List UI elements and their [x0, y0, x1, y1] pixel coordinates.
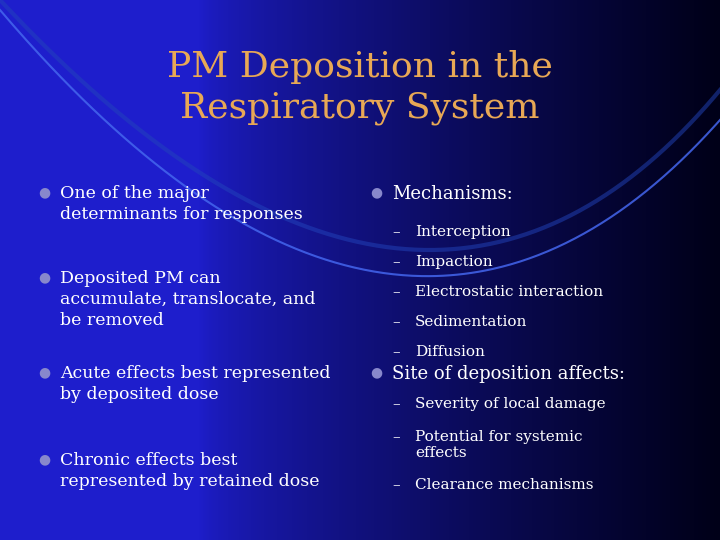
Text: ●: ●	[38, 185, 50, 199]
Text: –: –	[392, 478, 400, 492]
Text: Impaction: Impaction	[415, 255, 492, 269]
Text: Severity of local damage: Severity of local damage	[415, 397, 606, 411]
Text: Interception: Interception	[415, 225, 510, 239]
Text: Acute effects best represented
by deposited dose: Acute effects best represented by deposi…	[60, 365, 330, 403]
Text: Mechanisms:: Mechanisms:	[392, 185, 513, 203]
Text: Electrostatic interaction: Electrostatic interaction	[415, 285, 603, 299]
Text: –: –	[392, 397, 400, 411]
Text: ●: ●	[38, 365, 50, 379]
Text: –: –	[392, 255, 400, 269]
Text: –: –	[392, 430, 400, 444]
Text: Potential for systemic
effects: Potential for systemic effects	[415, 430, 582, 460]
Text: Clearance mechanisms: Clearance mechanisms	[415, 478, 593, 492]
Text: ●: ●	[38, 452, 50, 466]
Text: Sedimentation: Sedimentation	[415, 315, 527, 329]
Text: Diffusion: Diffusion	[415, 345, 485, 359]
Text: Chronic effects best
represented by retained dose: Chronic effects best represented by reta…	[60, 452, 320, 490]
Text: –: –	[392, 345, 400, 359]
Text: ●: ●	[370, 185, 382, 199]
Text: –: –	[392, 285, 400, 299]
Text: PM Deposition in the
Respiratory System: PM Deposition in the Respiratory System	[167, 50, 553, 125]
Text: ●: ●	[38, 270, 50, 284]
Text: –: –	[392, 225, 400, 239]
Text: –: –	[392, 315, 400, 329]
Text: Deposited PM can
accumulate, translocate, and
be removed: Deposited PM can accumulate, translocate…	[60, 270, 315, 329]
Text: ●: ●	[370, 365, 382, 379]
Text: Site of deposition affects:: Site of deposition affects:	[392, 365, 625, 383]
Text: One of the major
determinants for responses: One of the major determinants for respon…	[60, 185, 302, 223]
